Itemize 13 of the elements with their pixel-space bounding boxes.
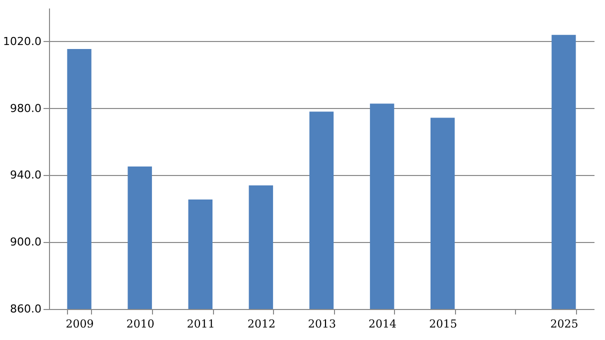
y-tick-label: 900.0	[10, 236, 42, 249]
x-tick-label: 2010	[126, 318, 154, 330]
x-tick-label: 2009	[66, 318, 94, 330]
y-tick-label: 860.0	[10, 302, 42, 316]
y-tick-label: 1020.0	[3, 34, 42, 48]
x-tick-label: 2013	[308, 318, 336, 330]
x-tick-label: 2014	[368, 318, 397, 330]
x-tick-label: 2011	[186, 318, 215, 330]
x-tick-label: 2015	[429, 318, 458, 330]
y-tick-label: 980.0	[10, 102, 42, 115]
x-tick-label: 2025	[550, 318, 578, 330]
x-tick-label: 2012	[247, 318, 276, 330]
y-tick-label: 940.0	[10, 168, 42, 182]
